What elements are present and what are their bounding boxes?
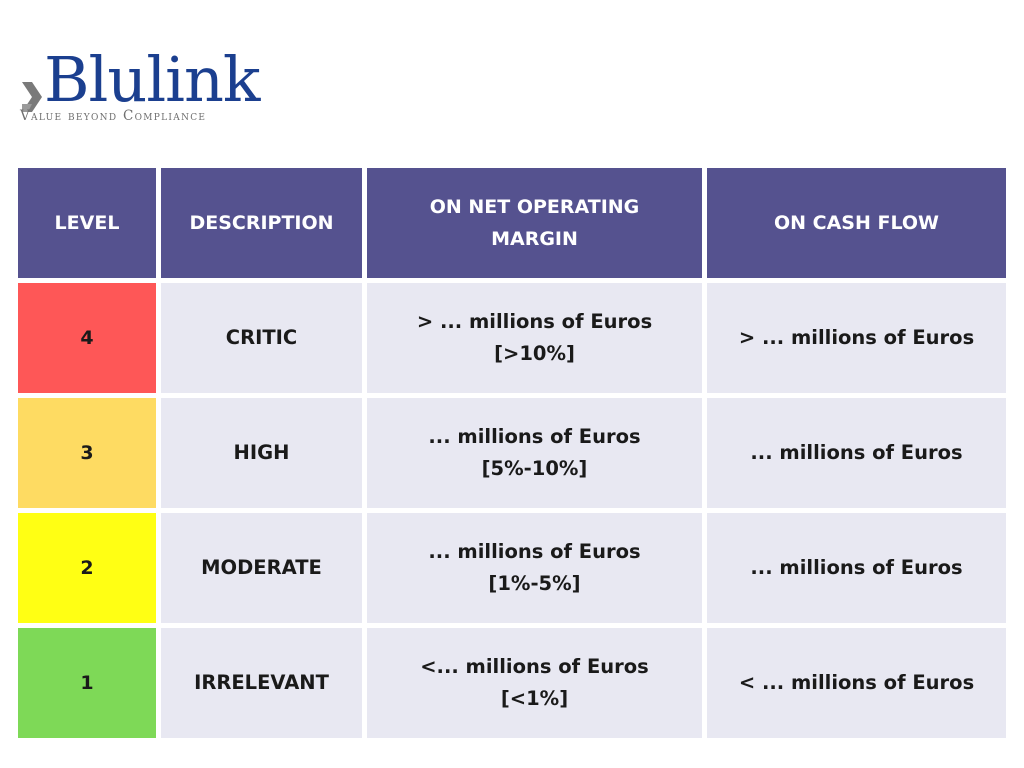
description-cell: CRITIC [161,283,362,393]
margin-range: [1%-5%] [488,572,581,595]
level-cell: 2 [18,513,156,623]
table-row: 2 MODERATE ... millions of Euros [1%-5%]… [18,513,1006,623]
description-cell: MODERATE [161,513,362,623]
description-cell: HIGH [161,398,362,508]
level-cell: 1 [18,628,156,738]
risk-level-table: LEVEL DESCRIPTION ON NET OPERATING MARGI… [13,163,1011,743]
margin-amount: ... millions of Euros [428,540,641,563]
margin-amount: ... millions of Euros [428,425,641,448]
level-cell: 4 [18,283,156,393]
header-cash-flow: ON CASH FLOW [707,168,1006,278]
chevron-icon [22,82,42,112]
blulink-logo: Blulink Value beyond Compliance [18,44,298,128]
margin-cell: ... millions of Euros [1%-5%] [367,513,702,623]
cash-flow-cell: ... millions of Euros [707,513,1006,623]
header-net-operating-margin: ON NET OPERATING MARGIN [367,168,702,278]
table-row: 4 CRITIC > ... millions of Euros [>10%] … [18,283,1006,393]
table-header-row: LEVEL DESCRIPTION ON NET OPERATING MARGI… [18,168,1006,278]
margin-cell: <... millions of Euros [<1%] [367,628,702,738]
margin-amount: > ... millions of Euros [416,310,653,333]
cash-flow-cell: > ... millions of Euros [707,283,1006,393]
cash-flow-cell: < ... millions of Euros [707,628,1006,738]
table-row: 3 HIGH ... millions of Euros [5%-10%] ..… [18,398,1006,508]
table-row: 1 IRRELEVANT <... millions of Euros [<1%… [18,628,1006,738]
margin-amount: <... millions of Euros [420,655,649,678]
description-cell: IRRELEVANT [161,628,362,738]
margin-cell: > ... millions of Euros [>10%] [367,283,702,393]
header-description: DESCRIPTION [161,168,362,278]
cash-flow-cell: ... millions of Euros [707,398,1006,508]
level-cell: 3 [18,398,156,508]
header-level: LEVEL [18,168,156,278]
margin-cell: ... millions of Euros [5%-10%] [367,398,702,508]
logo-tagline: Value beyond Compliance [20,108,207,124]
margin-range: [>10%] [494,342,575,365]
margin-range: [<1%] [500,687,569,710]
logo-wordmark: Blulink [44,43,260,116]
margin-range: [5%-10%] [481,457,588,480]
